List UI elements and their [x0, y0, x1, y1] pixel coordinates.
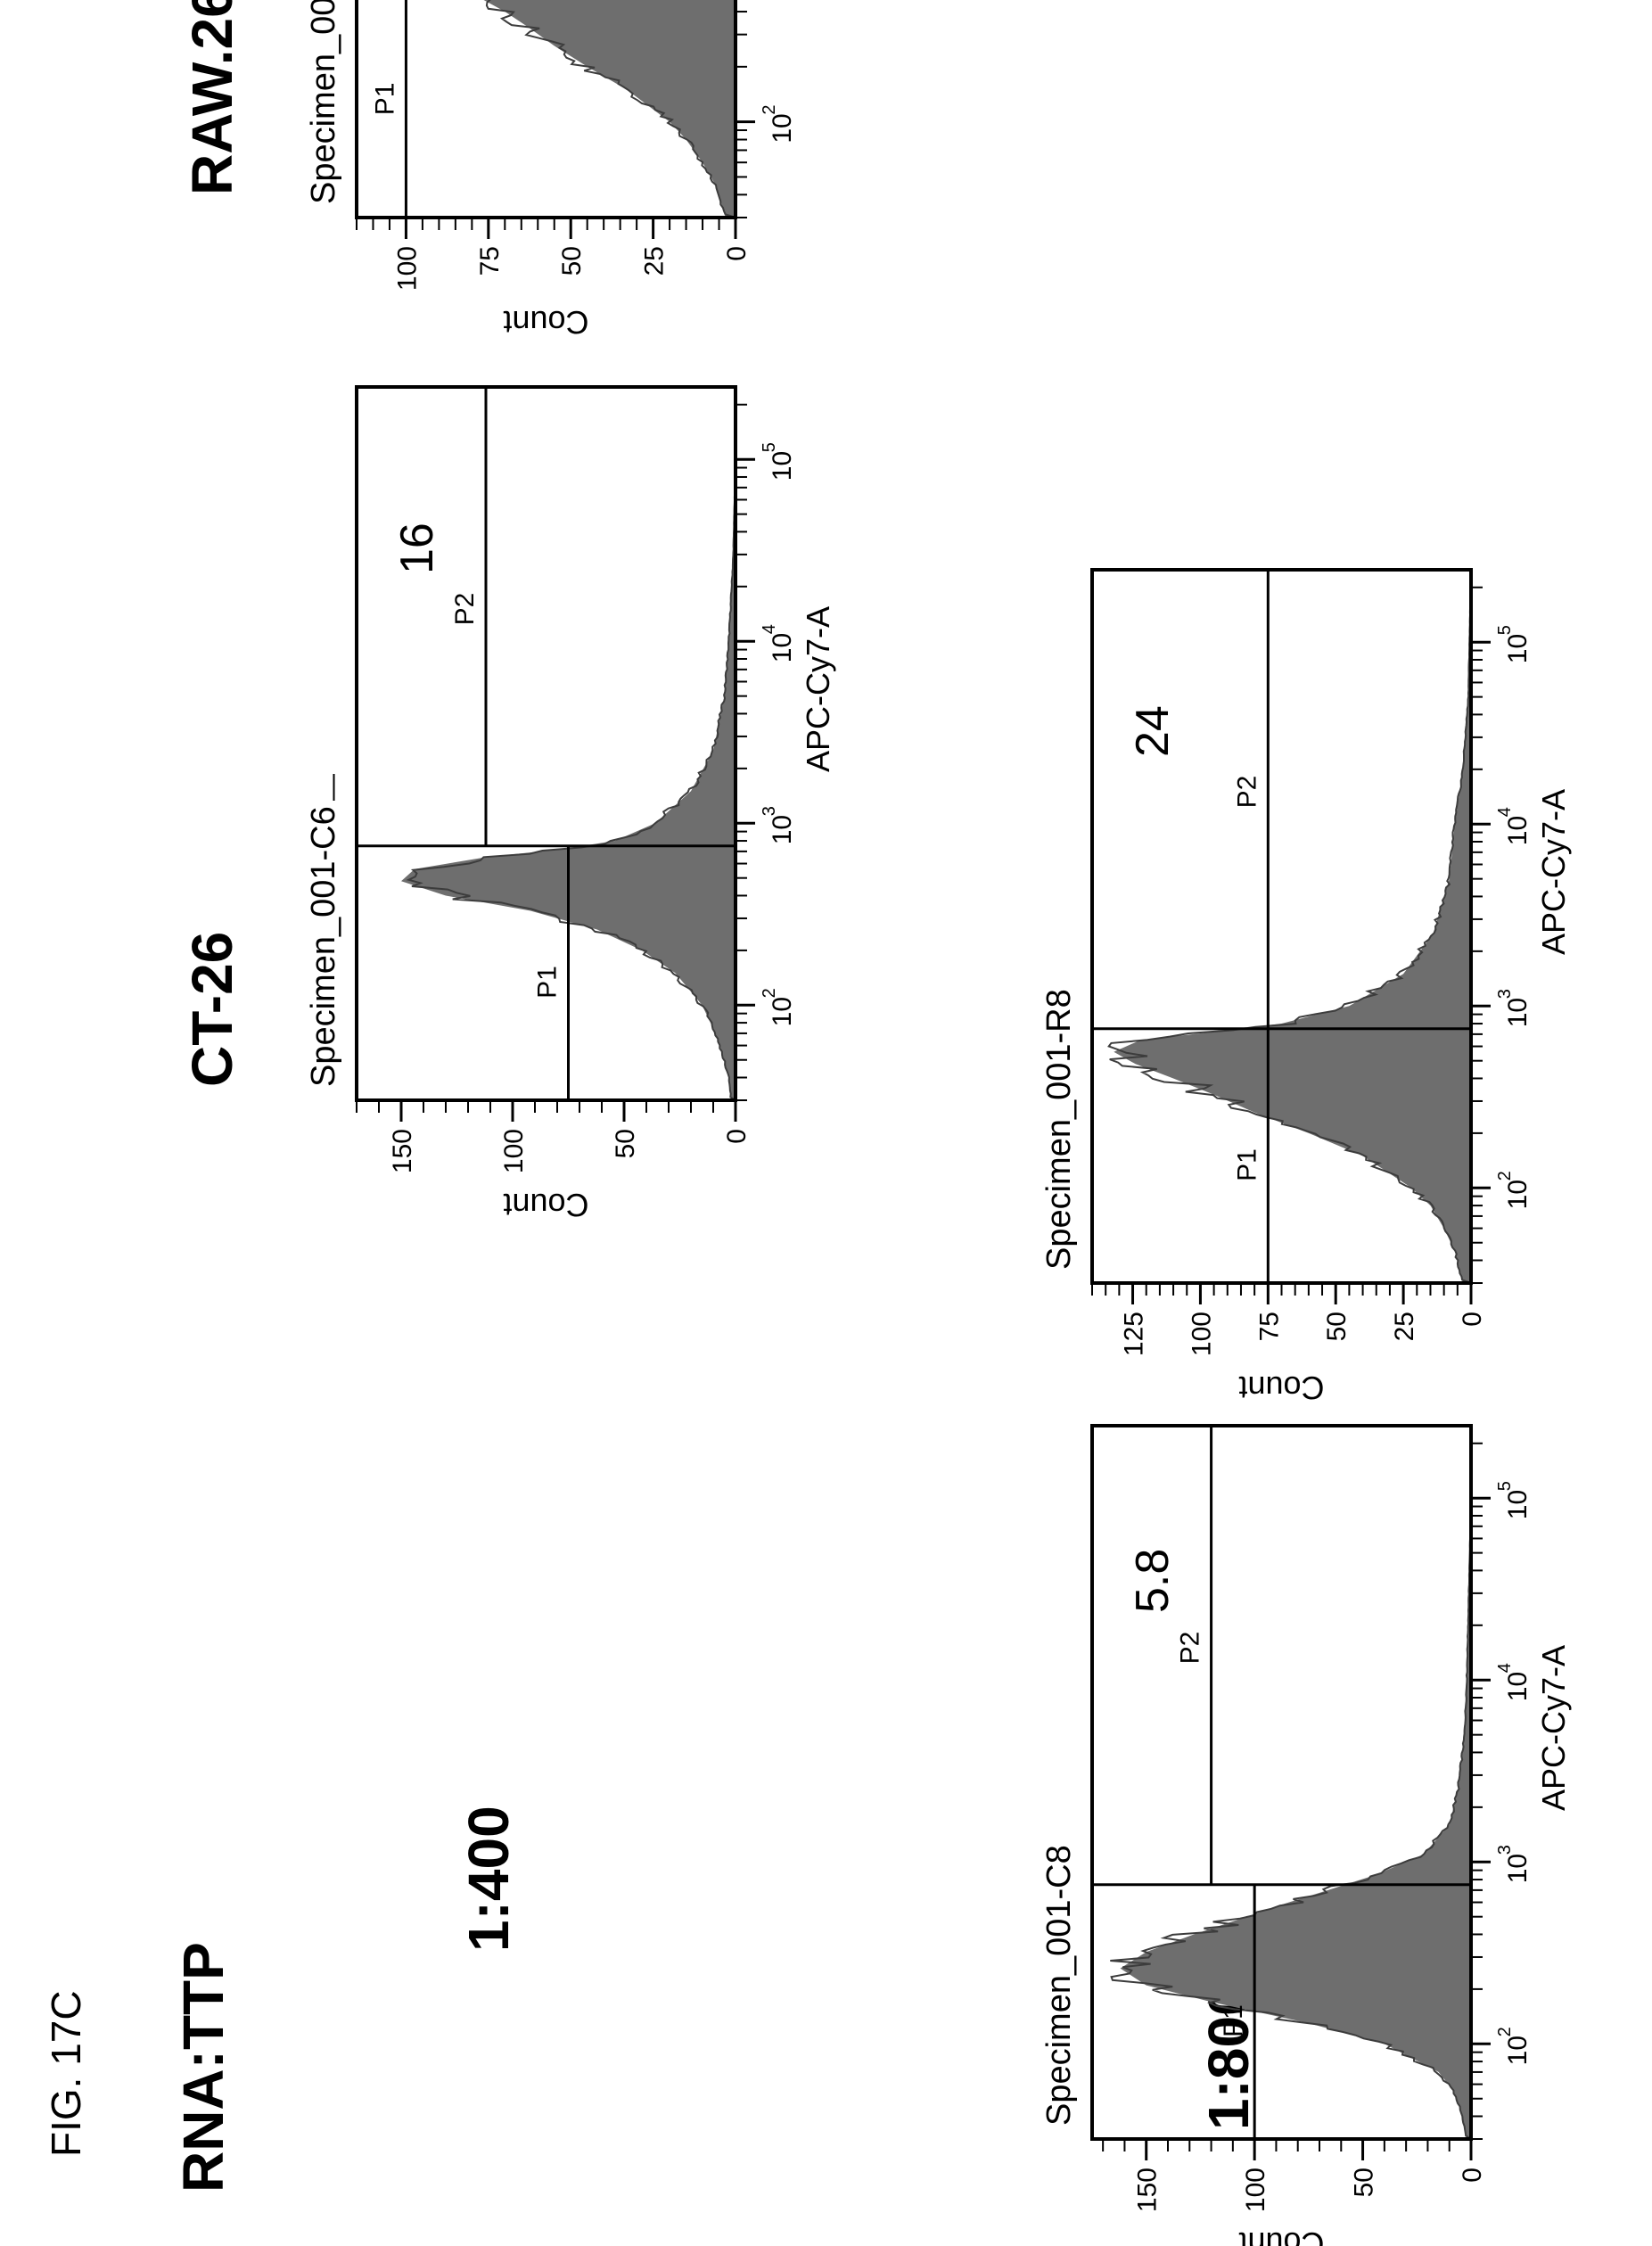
gate-percentage: 5.8	[1127, 1549, 1179, 1613]
x-tick-label: 10	[1503, 634, 1533, 663]
histogram-area	[1114, 570, 1471, 1283]
x-tick-label: 10	[1503, 998, 1533, 1027]
y-tick-label: 150	[388, 1129, 417, 1173]
x-tick-label: 10	[1503, 1180, 1533, 1209]
plot-frame	[355, 0, 737, 219]
panel-title: Specimen_001-C6	[305, 806, 342, 1087]
x-tick-label: 10	[1503, 1672, 1533, 1701]
x-tick-exponent: 3	[760, 806, 779, 816]
x-tick-label: 10	[1503, 2036, 1533, 2065]
x-tick-label: 10	[1503, 1490, 1533, 1519]
y-tick-label: 75	[1254, 1312, 1284, 1341]
x-tick-label: 10	[1503, 816, 1533, 845]
gate-percentage: 16	[391, 522, 443, 574]
panel-title: Specimen_001-C8	[1040, 1845, 1078, 2126]
x-tick-exponent: 4	[760, 624, 779, 634]
histogram-outline	[406, 387, 736, 1101]
histogram-outline	[395, 0, 736, 218]
y-tick-label: 50	[611, 1129, 640, 1158]
x-tick-exponent: 5	[760, 442, 779, 452]
x-tick-exponent: 4	[1495, 807, 1515, 817]
y-tick-label: 150	[1133, 2168, 1163, 2212]
histogram-area	[401, 387, 736, 1100]
y-tick-label: 75	[475, 246, 505, 276]
gate-label-p1: P1	[533, 966, 563, 999]
gate-label-p1: P1	[1232, 1148, 1262, 1181]
y-tick-label: 25	[640, 246, 670, 276]
y-tick-label: 25	[1390, 1312, 1419, 1341]
gate-label-p2: P2	[450, 593, 480, 626]
y-tick-label: 50	[1350, 2168, 1379, 2197]
x-tick-exponent: 3	[1495, 1845, 1515, 1855]
x-tick-label: 10	[768, 451, 797, 481]
y-tick-label: 0	[1458, 2168, 1487, 2183]
y-axis-label: Count	[1238, 2225, 1324, 2246]
x-axis-label: APC-Cy7-A	[1535, 1645, 1572, 1811]
y-tick-label: 125	[1120, 1312, 1149, 1356]
gate-label-p1: P1	[1219, 2004, 1248, 2037]
y-tick-label: 0	[722, 246, 752, 261]
y-tick-label: 0	[1458, 1312, 1487, 1327]
histogram-panel-specimen-001-r6: P1P241Specimen_001-R6102103104105APC-Cy7…	[305, 0, 797, 341]
y-tick-label: 0	[722, 1129, 752, 1144]
gate-label-p1: P1	[370, 82, 399, 115]
panel-title: Specimen_001-R8	[1040, 989, 1078, 1270]
x-tick-exponent: 3	[1495, 989, 1515, 999]
ratio-label: RNA:TTP	[171, 1942, 235, 2193]
x-tick-exponent: 4	[1495, 1663, 1515, 1673]
plot-frame	[355, 385, 737, 1102]
x-tick-exponent: 2	[760, 105, 779, 115]
x-tick-exponent: 2	[760, 988, 779, 998]
x-tick-label: 10	[768, 113, 797, 143]
x-tick-label: 10	[768, 815, 797, 844]
y-tick-label: 100	[1241, 2168, 1270, 2212]
x-tick-label: 10	[768, 997, 797, 1026]
row-label-1-400: 1:400	[456, 1806, 521, 1952]
y-tick-label: 100	[1187, 1312, 1216, 1356]
histogram-area	[412, 0, 736, 218]
plot-frame	[1090, 1424, 1473, 2141]
y-tick-label: 50	[557, 246, 587, 276]
x-axis-label: APC-Cy7-A	[800, 606, 836, 772]
gate-label-p2: P2	[1232, 776, 1262, 809]
panel-title: Specimen_001-R6	[305, 0, 342, 204]
x-tick-exponent: 2	[1495, 1171, 1515, 1181]
histogram-area	[1120, 1426, 1471, 2139]
x-tick-exponent: 2	[1495, 2027, 1515, 2036]
y-tick-label: 50	[1322, 1312, 1352, 1341]
histogram-outline	[1107, 569, 1472, 1284]
column-label-ct-26: CT-26	[180, 932, 244, 1087]
figure-label: FIG. 17C	[43, 1990, 89, 2157]
y-axis-label: Count	[503, 1187, 588, 1223]
annotation-mark: —	[317, 774, 347, 801]
x-tick-exponent: 5	[1495, 1481, 1515, 1491]
column-label-raw-264: RAW.264	[180, 0, 244, 195]
y-tick-label: 100	[392, 246, 422, 291]
x-tick-label: 10	[1503, 1854, 1533, 1883]
x-tick-exponent: 5	[1495, 625, 1515, 635]
gate-label-p2: P2	[1176, 1632, 1205, 1665]
x-axis-label: APC-Cy7-A	[1535, 789, 1572, 955]
gate-percentage: 24	[1127, 705, 1179, 757]
y-axis-label: Count	[503, 304, 588, 341]
y-axis-label: Count	[1238, 1370, 1324, 1406]
y-tick-label: 100	[499, 1129, 529, 1173]
x-tick-label: 10	[768, 633, 797, 662]
